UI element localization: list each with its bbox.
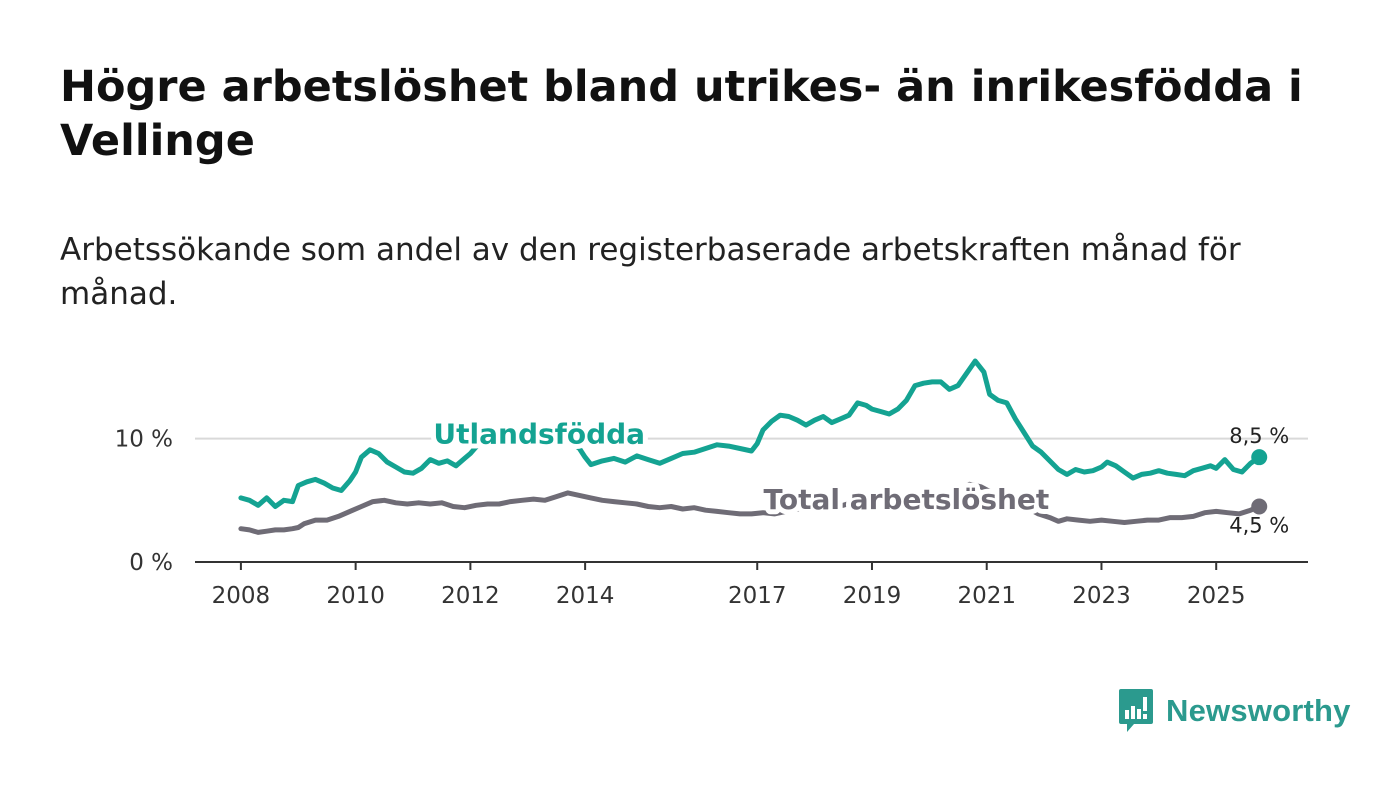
chart-title: Högre arbetslöshet bland utrikes- än inr… xyxy=(60,62,1303,166)
y-tick-label: 10 % xyxy=(115,427,173,453)
series-line-total-arbetslöshet xyxy=(238,481,1262,535)
series-label-halo: Utlandsfödda xyxy=(433,418,645,451)
series-end-point-utlandsfödda xyxy=(1251,449,1268,466)
chart-subtitle: Arbetssökande som andel av den registerb… xyxy=(60,232,1241,312)
x-axis: 2008 2010 2012 2014 2017 2019 2021 2023 2025 xyxy=(195,561,1308,609)
gridlines: 0 % 10 % xyxy=(115,427,1308,576)
series-lines xyxy=(238,358,1268,535)
y-tick-label: 0 % xyxy=(129,550,173,576)
series-end-label: 4,5 % xyxy=(1229,514,1289,538)
series-label-utlandsfödda: Utlandsfödda xyxy=(433,418,645,451)
x-tick-label: 2021 xyxy=(957,583,1016,609)
x-tick-label: 2008 xyxy=(212,583,271,609)
x-tick-label: 2014 xyxy=(556,583,615,609)
newsworthy-logo[interactable]: Newsworthy xyxy=(1118,688,1351,734)
x-tick-label: 2025 xyxy=(1187,583,1246,609)
newsworthy-logo-icon xyxy=(1119,689,1153,732)
series-label-halo: Total arbetslöshet xyxy=(763,483,1049,516)
series-label-total-arbetslöshet: Total arbetslöshet xyxy=(763,483,1049,516)
x-tick-label: 2019 xyxy=(843,583,902,609)
x-tick-label: 2023 xyxy=(1072,583,1131,609)
series-end-point-total-arbetslöshet xyxy=(1251,498,1268,515)
series-end-label: 8,5 % xyxy=(1229,424,1289,448)
x-tick-label: 2012 xyxy=(441,583,500,609)
x-tick-label: 2010 xyxy=(326,583,385,609)
series-line-utlandsfödda xyxy=(238,358,1262,509)
newsworthy-logo-text: Newsworthy xyxy=(1166,693,1351,728)
x-tick-label: 2017 xyxy=(728,583,787,609)
